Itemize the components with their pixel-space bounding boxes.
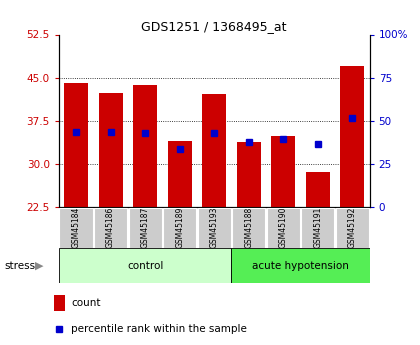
Text: GSM45187: GSM45187 — [141, 207, 150, 248]
Bar — [99, 93, 123, 207]
Text: GSM45192: GSM45192 — [348, 207, 357, 248]
Title: GDS1251 / 1368495_at: GDS1251 / 1368495_at — [142, 20, 287, 33]
Text: count: count — [71, 298, 101, 308]
Text: GSM45184: GSM45184 — [71, 207, 81, 248]
Bar — [133, 85, 157, 207]
Bar — [60, 208, 93, 248]
Text: GSM45190: GSM45190 — [279, 207, 288, 248]
Bar — [54, 295, 65, 311]
Bar — [231, 248, 370, 283]
Text: GSM45193: GSM45193 — [210, 207, 219, 248]
Text: percentile rank within the sample: percentile rank within the sample — [71, 324, 247, 334]
Bar — [163, 208, 196, 248]
Bar — [64, 83, 88, 207]
Text: GSM45189: GSM45189 — [175, 207, 184, 248]
Bar — [267, 208, 300, 248]
Bar — [129, 208, 162, 248]
Text: GSM45188: GSM45188 — [244, 207, 253, 248]
Bar — [232, 208, 265, 248]
Text: GSM45186: GSM45186 — [106, 207, 115, 248]
Text: stress: stress — [4, 261, 35, 270]
Bar — [168, 141, 192, 207]
Bar — [198, 208, 231, 248]
Text: control: control — [127, 261, 163, 270]
Bar — [94, 208, 127, 248]
Bar — [336, 208, 369, 248]
Bar — [301, 208, 334, 248]
Text: GSM45191: GSM45191 — [313, 207, 322, 248]
Bar — [202, 94, 226, 207]
Bar — [236, 142, 261, 207]
Bar — [340, 66, 365, 207]
Bar — [306, 172, 330, 207]
Bar — [59, 248, 231, 283]
Text: ▶: ▶ — [35, 261, 43, 270]
Text: acute hypotension: acute hypotension — [252, 261, 349, 270]
Bar — [271, 136, 295, 207]
